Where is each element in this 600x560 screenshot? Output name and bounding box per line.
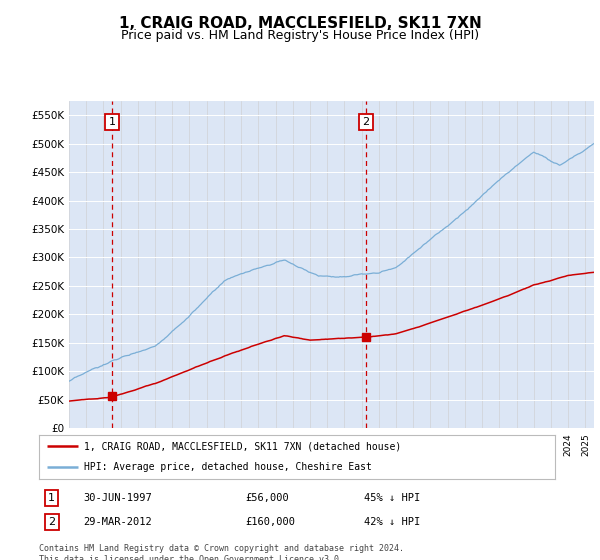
Text: 2: 2 xyxy=(48,517,55,527)
Text: 2: 2 xyxy=(362,117,370,127)
Text: 45% ↓ HPI: 45% ↓ HPI xyxy=(364,493,421,503)
Text: 1, CRAIG ROAD, MACCLESFIELD, SK11 7XN (detached house): 1, CRAIG ROAD, MACCLESFIELD, SK11 7XN (d… xyxy=(85,441,401,451)
Text: 42% ↓ HPI: 42% ↓ HPI xyxy=(364,517,421,527)
Text: 1, CRAIG ROAD, MACCLESFIELD, SK11 7XN: 1, CRAIG ROAD, MACCLESFIELD, SK11 7XN xyxy=(119,16,481,31)
Text: 1: 1 xyxy=(109,117,116,127)
Text: £56,000: £56,000 xyxy=(245,493,289,503)
Text: £160,000: £160,000 xyxy=(245,517,295,527)
Text: 1: 1 xyxy=(48,493,55,503)
Text: Price paid vs. HM Land Registry's House Price Index (HPI): Price paid vs. HM Land Registry's House … xyxy=(121,29,479,42)
Text: Contains HM Land Registry data © Crown copyright and database right 2024.
This d: Contains HM Land Registry data © Crown c… xyxy=(39,544,404,560)
Text: HPI: Average price, detached house, Cheshire East: HPI: Average price, detached house, Ches… xyxy=(85,463,372,473)
Text: 29-MAR-2012: 29-MAR-2012 xyxy=(83,517,152,527)
Text: 30-JUN-1997: 30-JUN-1997 xyxy=(83,493,152,503)
